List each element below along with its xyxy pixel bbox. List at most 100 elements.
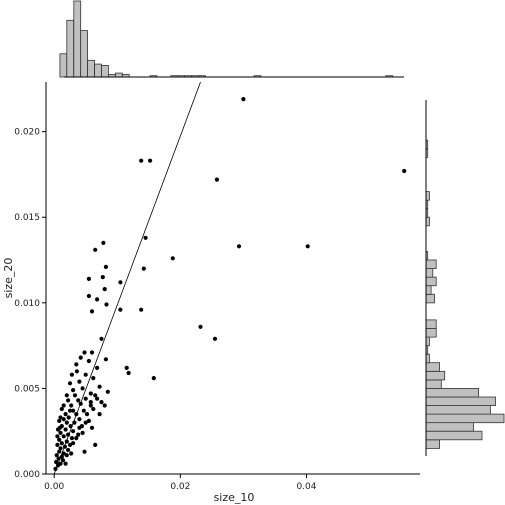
scatter-point: [72, 420, 77, 425]
scatter-point: [91, 406, 96, 412]
scatter-point: [58, 446, 63, 451]
y-tick-label: 0.015: [14, 213, 40, 223]
x-hist-bar: [101, 65, 109, 78]
scatter-point: [86, 276, 91, 281]
scatter-point: [80, 430, 85, 435]
x-hist-bar: [66, 19, 75, 78]
scatter-point: [74, 362, 79, 367]
scatter-point: [71, 408, 76, 413]
scatter-point: [104, 302, 109, 307]
y-hist-bar: [425, 405, 491, 415]
scatter-point: [58, 415, 63, 420]
y-hist-bar: [425, 268, 434, 278]
scatter-point: [86, 358, 91, 364]
scatter-point: [61, 403, 66, 408]
y-hist-bar: [425, 396, 496, 407]
scatter-point: [99, 336, 104, 341]
scatter-point: [80, 386, 85, 391]
scatter-point: [77, 417, 82, 422]
scatter-point: [66, 447, 71, 453]
scatter-point: [139, 158, 144, 163]
x-hist-bar: [87, 59, 95, 78]
y-hist-bar: [425, 259, 437, 270]
scatter-point: [71, 388, 76, 393]
scatter-point: [55, 463, 61, 468]
scatter-point: [66, 415, 71, 420]
scatter-point: [83, 420, 88, 425]
scatter-point: [63, 461, 68, 466]
y-hist-bar: [425, 336, 430, 347]
scatter-point: [88, 403, 93, 408]
scatter-point: [82, 350, 87, 355]
y-hist-bar: [425, 422, 474, 432]
scatter-point: [86, 418, 91, 423]
scatter-point: [61, 417, 66, 422]
x-hist-bar: [80, 30, 88, 78]
scatter-point: [99, 400, 104, 405]
y-tick-label: 0.000: [14, 470, 40, 480]
scatter-point: [59, 454, 64, 459]
scatter-point: [66, 432, 71, 437]
scatter-point: [170, 256, 175, 261]
scatter-point: [97, 384, 102, 389]
scatter-point: [66, 398, 71, 403]
scatter-point: [126, 370, 131, 376]
scatter-point: [69, 436, 74, 441]
scatter-point: [77, 379, 82, 384]
scatter-point: [57, 418, 62, 423]
scatter-point: [56, 456, 61, 461]
scatter-point: [64, 453, 69, 458]
scatter-point: [54, 459, 59, 465]
y-hist-bar: [425, 285, 432, 295]
scatter-point: [62, 444, 67, 449]
scatter-point: [83, 372, 88, 377]
y-axis-label: size_20: [2, 258, 15, 299]
y-hist-bar: [425, 439, 441, 449]
y-hist-bar: [425, 276, 437, 287]
scatter-point: [67, 381, 73, 386]
scatter-point: [76, 432, 81, 437]
scatter-point: [93, 393, 98, 398]
y-hist-bar: [425, 293, 435, 304]
scatter-point: [139, 307, 144, 312]
scatter-point: [57, 425, 63, 430]
scatter-point: [84, 412, 90, 417]
scatter-point: [105, 389, 110, 394]
scatter-point: [71, 429, 76, 434]
scatter-point: [148, 158, 153, 163]
x-hist-bar: [115, 72, 123, 78]
y-hist-bar: [425, 216, 430, 227]
scatter-point: [60, 458, 66, 463]
scatter-point: [74, 412, 79, 417]
scatter-point: [95, 297, 100, 302]
scatter-point: [151, 376, 156, 381]
x-tick-label: 0.00: [44, 482, 64, 492]
reference-line: [53, 81, 201, 475]
scatter-point: [61, 434, 66, 439]
scatter-point: [91, 376, 96, 381]
y-marginal-histogram: [425, 139, 505, 449]
scatter-point: [72, 393, 78, 398]
y-hist-bar: [425, 362, 441, 372]
scatter-point: [74, 369, 79, 374]
scatter-point: [76, 398, 81, 403]
scatter-point: [77, 425, 82, 430]
scatter-point: [67, 442, 73, 447]
scatter-point: [55, 434, 60, 439]
scatter-point: [124, 365, 129, 370]
scatter-point: [118, 307, 123, 312]
scatter-point: [69, 451, 74, 456]
scatter-point: [95, 396, 100, 401]
scatter-point: [63, 412, 68, 417]
scatter-point: [78, 355, 83, 360]
scatter-point: [54, 453, 59, 458]
scatter-point: [88, 391, 93, 396]
scatter-point: [55, 442, 60, 447]
y-hist-bar: [425, 370, 446, 381]
scatter-point: [64, 439, 69, 444]
scatter-point: [402, 168, 407, 174]
scatter-point: [97, 412, 102, 417]
scatter-point: [236, 244, 242, 249]
scatter-point: [78, 401, 83, 406]
